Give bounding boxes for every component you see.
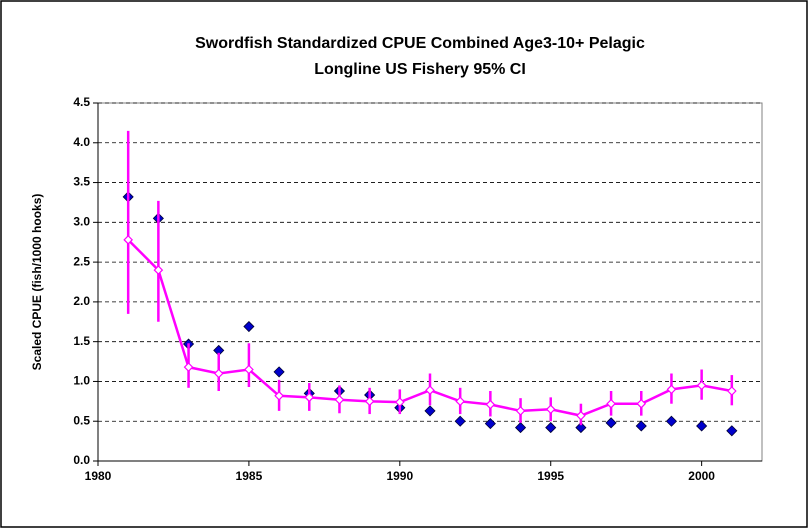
y-tick-label: 1.5 xyxy=(73,334,90,348)
data-point xyxy=(575,422,587,434)
y-tick-label: 0.5 xyxy=(73,413,90,427)
data-point xyxy=(274,390,284,401)
data-point xyxy=(666,384,677,395)
data-point xyxy=(726,386,737,396)
x-tick-label: 1980 xyxy=(85,469,112,483)
data-point xyxy=(605,417,617,429)
data-point xyxy=(425,385,435,396)
data-point xyxy=(545,404,556,415)
data-point xyxy=(515,406,526,416)
data-point xyxy=(696,420,708,432)
x-tick-label: 1995 xyxy=(537,469,564,483)
y-tick-label: 2.0 xyxy=(73,294,90,308)
x-tick-label: 2000 xyxy=(688,469,715,483)
y-tick-label: 2.5 xyxy=(73,254,90,268)
data-point xyxy=(454,415,466,427)
data-point xyxy=(183,362,194,372)
data-point xyxy=(153,265,164,275)
data-point xyxy=(334,394,345,405)
data-point xyxy=(123,234,134,245)
data-point xyxy=(244,364,254,375)
data-point xyxy=(273,366,285,378)
data-point xyxy=(304,392,315,403)
y-tick-label: 1.0 xyxy=(73,374,90,388)
chart-title: Longline US Fishery 95% CI xyxy=(314,61,526,78)
data-point xyxy=(394,397,405,407)
y-tick-label: 3.5 xyxy=(73,175,90,189)
y-tick-label: 4.0 xyxy=(73,135,90,149)
data-point xyxy=(514,422,527,434)
data-point xyxy=(484,418,496,430)
data-point xyxy=(424,405,436,417)
y-tick-label: 3.0 xyxy=(73,215,90,229)
data-point xyxy=(726,425,738,437)
chart-title: Swordfish Standardized CPUE Combined Age… xyxy=(195,35,645,52)
data-point xyxy=(696,380,707,391)
data-point xyxy=(545,422,557,434)
data-point xyxy=(635,420,647,432)
data-point xyxy=(636,398,647,409)
x-tick-label: 1985 xyxy=(236,469,263,483)
data-point xyxy=(455,396,466,407)
y-tick-label: 0.0 xyxy=(73,453,90,467)
data-point xyxy=(665,415,678,427)
data-point xyxy=(364,396,375,407)
x-tick-label: 1990 xyxy=(386,469,413,483)
data-point xyxy=(606,398,616,409)
data-point xyxy=(576,410,586,421)
data-point xyxy=(485,399,496,410)
y-axis-label: Scaled CPUE (fish/1000 hooks) xyxy=(30,194,44,371)
data-point xyxy=(213,368,224,379)
y-tick-label: 4.5 xyxy=(73,95,90,109)
data-point xyxy=(243,320,255,333)
